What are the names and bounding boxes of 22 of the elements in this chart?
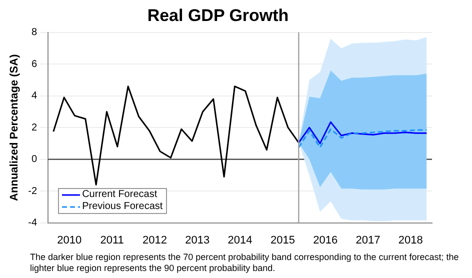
- y-axis-title: Annualized Percentage (SA): [8, 54, 21, 201]
- x-tick-label: 2015: [270, 234, 295, 246]
- x-tick-label: 2013: [185, 234, 210, 246]
- x-tick-label: 2012: [142, 234, 167, 246]
- legend-label: Current Forecast: [82, 188, 158, 201]
- x-tick-label: 2011: [100, 234, 124, 246]
- x-tick-label: 2017: [356, 234, 380, 246]
- legend-label: Previous Forecast: [82, 200, 163, 213]
- y-tick-label: -2: [28, 186, 38, 197]
- line-series: [298, 128, 428, 148]
- y-tick-label: 2: [32, 122, 38, 134]
- y-tick-label: 8: [32, 27, 38, 38]
- text: The darker blue region represents the 70 percent probability band corresponding to the current forecast; the lighter blue region represents the 90 percent probability band.: [29, 251, 460, 274]
- x-tick-label: 2014: [228, 234, 252, 246]
- y-tick-label: 0: [32, 154, 38, 166]
- chart-title: Real GDP Growth: [147, 6, 289, 25]
- x-tick-label: 2018: [398, 234, 423, 246]
- y-tick-label: 4: [32, 90, 38, 102]
- y-tick-label: -4: [28, 218, 38, 229]
- x-tick-label: 2010: [57, 234, 82, 246]
- x-tick-label: 2016: [313, 234, 338, 246]
- y-tick-label: 6: [32, 58, 38, 70]
